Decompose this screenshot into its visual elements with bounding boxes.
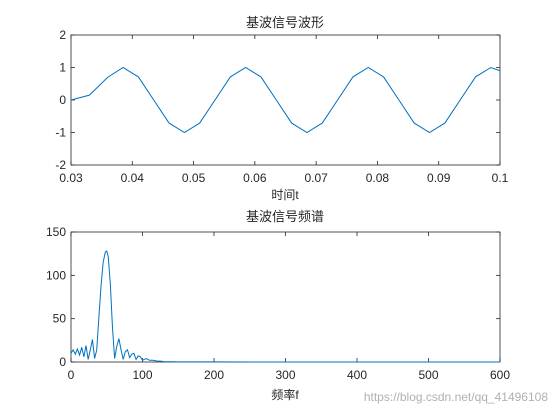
waveform-x-ticks: 0.03 0.04 0.05 0.06 0.07 0.08 0.09 0.1 bbox=[59, 35, 509, 185]
spectrum-x-axis-label: 频率f bbox=[271, 387, 299, 402]
spectrum-y-ticks: 0 50 100 150 bbox=[46, 225, 500, 369]
spectrum-x-tick-label: 0 bbox=[68, 368, 75, 382]
waveform-y-tick-label: -2 bbox=[55, 158, 66, 172]
spectrum-y-tick-label: 50 bbox=[53, 312, 67, 326]
waveform-series-line bbox=[70, 66, 501, 134]
spectrum-x-tick-label: 500 bbox=[418, 368, 438, 382]
waveform-title: 基波信号波形 bbox=[246, 15, 324, 30]
waveform-x-tick-label: 0.04 bbox=[121, 171, 145, 185]
waveform-y-tick-label: 2 bbox=[59, 28, 66, 42]
waveform-x-tick-label: 0.09 bbox=[427, 171, 451, 185]
spectrum-subplot: 基波信号频谱 0 100 200 300 400 500 600 0 50 100 150 频率f bbox=[46, 209, 510, 402]
spectrum-x-tick-label: 100 bbox=[132, 368, 152, 382]
waveform-y-tick-label: 1 bbox=[59, 61, 66, 75]
spectrum-y-tick-label: 150 bbox=[46, 225, 66, 239]
watermark-text: https://blog.csdn.net/qq_41496108 bbox=[364, 390, 548, 404]
waveform-x-tick-label: 0.08 bbox=[366, 171, 390, 185]
spectrum-series-line bbox=[70, 250, 500, 363]
waveform-x-tick-label: 0.03 bbox=[59, 171, 83, 185]
spectrum-y-tick-label: 100 bbox=[46, 268, 66, 282]
waveform-y-tick-label: -1 bbox=[55, 126, 66, 140]
waveform-y-tick-label: 0 bbox=[59, 93, 66, 107]
spectrum-x-tick-label: 600 bbox=[490, 368, 510, 382]
spectrum-x-tick-label: 300 bbox=[275, 368, 295, 382]
spectrum-x-ticks: 0 100 200 300 400 500 600 bbox=[68, 232, 510, 382]
spectrum-title: 基波信号频谱 bbox=[246, 209, 324, 224]
waveform-subplot: 基波信号波形 0.03 0.04 0.05 0.06 0.07 0.08 0.09 0.1 -… bbox=[55, 15, 508, 202]
waveform-x-tick-label: 0.07 bbox=[304, 171, 328, 185]
waveform-plot-area bbox=[70, 34, 501, 166]
spectrum-y-tick-label: 0 bbox=[59, 355, 66, 369]
waveform-x-tick-label: 0.1 bbox=[492, 171, 509, 185]
spectrum-x-tick-label: 200 bbox=[204, 368, 224, 382]
waveform-x-tick-label: 0.05 bbox=[182, 171, 206, 185]
spectrum-plot-area bbox=[70, 231, 501, 363]
waveform-y-ticks: -2 -1 0 1 2 bbox=[55, 28, 500, 172]
waveform-x-tick-label: 0.06 bbox=[243, 171, 267, 185]
waveform-x-axis-label: 时间t bbox=[271, 188, 299, 202]
spectrum-x-tick-label: 400 bbox=[347, 368, 367, 382]
